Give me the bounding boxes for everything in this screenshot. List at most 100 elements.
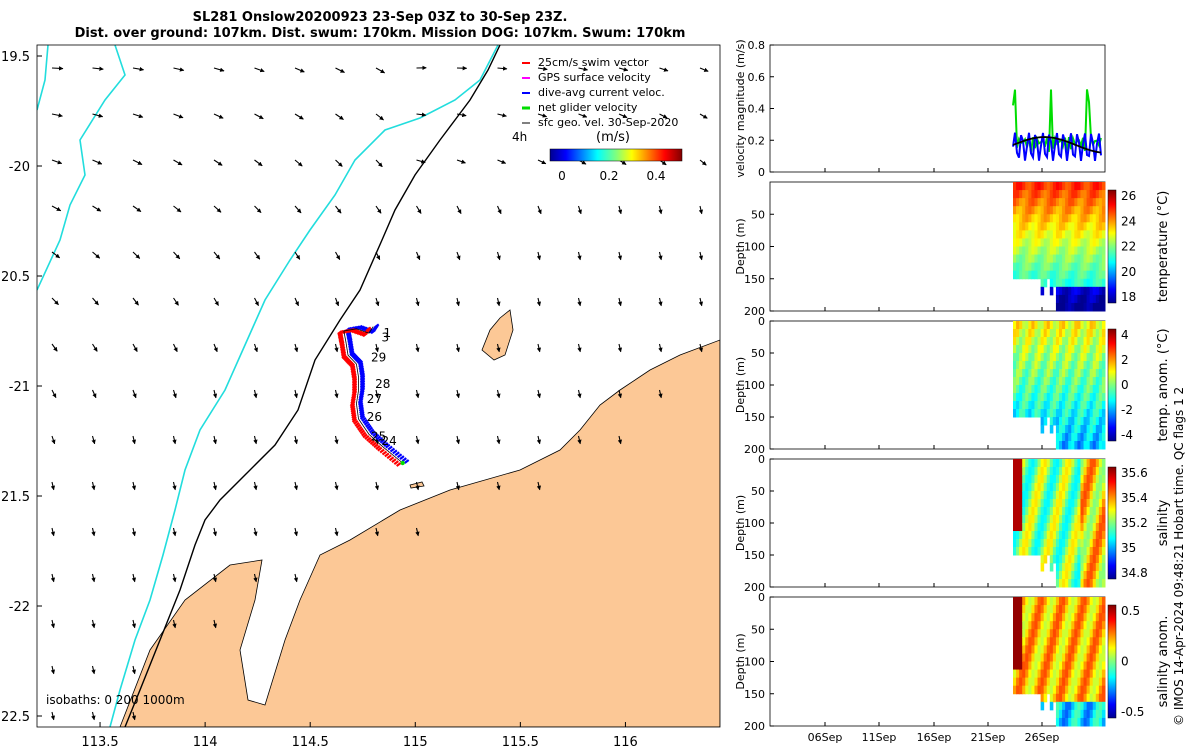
current-arrow xyxy=(334,297,340,307)
heatmap-cell xyxy=(1025,361,1029,370)
heatmap-cell xyxy=(1049,262,1054,272)
heatmap-cell xyxy=(1031,605,1035,614)
current-arrow xyxy=(658,205,663,215)
heatmap-cell xyxy=(1083,459,1088,468)
heatmap-cell xyxy=(1025,613,1029,622)
heatmap-cell xyxy=(1019,491,1023,500)
colorbar-tick-label: 24 xyxy=(1121,214,1136,228)
heatmap-cell xyxy=(1022,653,1026,662)
colorbar-tick-02: 0.2 xyxy=(599,169,618,183)
heatmap-cell xyxy=(1089,377,1094,386)
heatmap-cell xyxy=(1046,621,1051,630)
current-arrow xyxy=(51,389,57,399)
time-x-tick-label: 21Sep xyxy=(971,731,1006,744)
heatmap-cell xyxy=(1059,621,1063,630)
current-arrow xyxy=(536,481,542,491)
current-vector xyxy=(358,393,365,398)
swim-vector xyxy=(340,351,347,356)
heatmap-cell xyxy=(1031,669,1035,679)
current-vector xyxy=(367,426,374,432)
heatmap-cell xyxy=(1059,230,1063,239)
swim-vector xyxy=(350,404,356,410)
heatmap-cell xyxy=(1049,198,1054,207)
heatmap-cell xyxy=(1040,539,1045,548)
heatmap-cell xyxy=(1025,190,1029,199)
heatmap-cell xyxy=(1095,579,1100,588)
heatmap-cell xyxy=(1043,246,1048,256)
heatmap-cell xyxy=(1028,475,1032,484)
heatmap-cell xyxy=(1092,302,1097,312)
heatmap-cell xyxy=(1019,409,1023,418)
heatmap-cell xyxy=(1089,693,1094,703)
heatmap-cell xyxy=(1031,401,1035,410)
net-velocity-marker xyxy=(400,460,405,466)
heatmap-cell xyxy=(1095,613,1100,622)
heatmap-cells xyxy=(1013,182,1106,312)
heatmap-cell xyxy=(1055,685,1060,695)
current-arrow xyxy=(51,435,56,445)
heatmap-cell xyxy=(1074,214,1078,223)
heatmap-cell xyxy=(1022,214,1026,223)
heatmap-cell xyxy=(1089,605,1094,614)
heatmap-cell xyxy=(1031,539,1035,548)
heatmap-cell xyxy=(1077,547,1081,556)
heatmap-cell xyxy=(1016,230,1020,239)
current-vector xyxy=(359,389,365,395)
current-arrow xyxy=(50,481,56,491)
heatmap-cell xyxy=(1083,685,1088,695)
panel-y-tick-label: 100 xyxy=(744,656,765,669)
heatmap-cell xyxy=(1074,597,1078,606)
heatmap-cell xyxy=(1089,515,1094,524)
heatmap-cell xyxy=(1052,491,1057,500)
swim-vector xyxy=(341,354,347,360)
map-y-tick-label: 22.5 xyxy=(1,710,30,725)
current-vector xyxy=(362,326,368,332)
heatmap-cell xyxy=(1098,621,1103,630)
heatmap-cell xyxy=(1068,321,1072,330)
current-arrow xyxy=(294,205,302,214)
heatmap-cell xyxy=(1037,262,1042,272)
heatmap-cell xyxy=(1028,597,1032,606)
heatmap-cell xyxy=(1062,605,1066,614)
heatmap-cell xyxy=(1022,190,1026,199)
heatmap-cell xyxy=(1071,425,1075,434)
heatmap-cell xyxy=(1043,329,1048,338)
heatmap-cell xyxy=(1040,254,1045,264)
heatmap-cell xyxy=(1071,459,1075,468)
heatmap-cell xyxy=(1046,345,1051,354)
heatmap-cell xyxy=(1013,270,1017,280)
heatmap-cell xyxy=(1083,230,1088,239)
heatmap-cell xyxy=(1052,270,1057,280)
heatmap-cell xyxy=(1025,401,1029,410)
heatmap-cell xyxy=(1080,709,1085,719)
heatmap-cell xyxy=(1055,329,1060,338)
heatmap-cell xyxy=(1037,483,1042,492)
heatmap-cell xyxy=(1055,254,1060,264)
heatmap-cell xyxy=(1080,571,1085,580)
heatmap-cell xyxy=(1092,190,1097,199)
heatmap-cell xyxy=(1031,459,1035,468)
current-arrow xyxy=(658,343,663,353)
current-vector xyxy=(359,413,365,418)
heatmap-cell xyxy=(1052,353,1057,362)
heatmap-cell xyxy=(1095,459,1100,468)
heatmap-cell xyxy=(1098,571,1103,580)
heatmap-cell xyxy=(1052,393,1057,402)
swim-vector xyxy=(391,458,397,464)
current-arrow xyxy=(658,251,663,261)
heatmap-cell xyxy=(1016,369,1020,378)
heatmap-cell xyxy=(1074,563,1078,572)
swim-vector xyxy=(379,448,385,454)
heatmap-cell xyxy=(1016,409,1020,418)
heatmap-cell xyxy=(1022,321,1026,330)
heatmap-cell xyxy=(1028,230,1032,239)
heatmap-cell xyxy=(1101,206,1106,215)
heatmap-cell xyxy=(1040,361,1045,370)
heatmap-cell xyxy=(1074,709,1078,719)
heatmap-cell xyxy=(1101,531,1106,540)
heatmap-cell xyxy=(1098,539,1103,548)
heatmap-cell xyxy=(1092,337,1097,346)
heatmap-cell xyxy=(1080,677,1085,687)
heatmap-cell xyxy=(1037,377,1042,386)
heatmap-cell xyxy=(1052,214,1057,223)
